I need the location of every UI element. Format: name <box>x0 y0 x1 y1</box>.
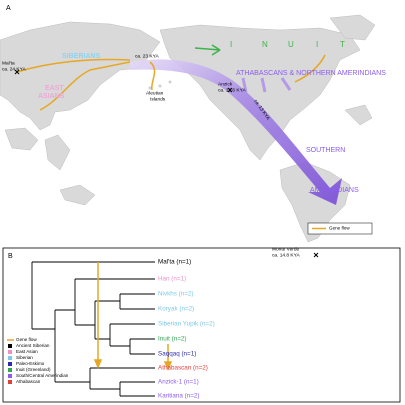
legend-label: Siberian <box>16 355 33 360</box>
panel-label: A <box>6 5 11 12</box>
anzick-date: ca. 12.6 KYA <box>218 87 246 93</box>
leaf-label: Koryak (n=2) <box>158 306 194 313</box>
legend-label: Gene flow <box>329 226 350 231</box>
east-asians-label: ASIANS <box>38 93 65 100</box>
leaf-label: Han (n=1) <box>158 276 186 283</box>
athabascans-label: ATHABASCANS & NORTHERN AMERINDIANS <box>236 70 386 77</box>
east-asians-label: EAST <box>45 85 64 92</box>
migration-arrow <box>130 59 342 205</box>
gene-flow-arrows <box>93 262 173 371</box>
siberians-label: SIBERIANS <box>62 53 100 60</box>
gene-flow-lines <box>16 54 326 111</box>
leaf-label: Karitiana (n=2) <box>158 393 199 400</box>
monte-verde-date: ca. 14.8 KYA <box>272 252 300 258</box>
tree <box>31 261 155 397</box>
panel-label: B <box>8 253 13 260</box>
inuit-letter: T <box>340 40 345 49</box>
panel-b-frame <box>2 247 401 403</box>
aleutian-label: Islands <box>150 96 166 102</box>
southern-label: AMERINDIANS <box>310 187 359 194</box>
aleutian-label: Aleutian <box>146 90 164 96</box>
legend-label: Athabascan <box>16 379 41 384</box>
leaf-label: Anzick-1 (n=1) <box>158 379 199 386</box>
inuit-letter: I <box>316 40 318 49</box>
legend-label: East Asian <box>16 349 38 354</box>
leaf-label: Siberian Yupik (n=2) <box>158 321 215 328</box>
leaf-label: Nivkhs (n=2) <box>158 291 194 298</box>
leaf-label: Athabascan (n=2) <box>158 365 208 372</box>
anzick-label: Anzick <box>218 81 233 87</box>
inuit-letter: N <box>262 40 268 49</box>
legend-label: Inuit (Greenland) <box>16 367 51 372</box>
beringia-date: ca. 23 KYA <box>135 53 159 59</box>
inuit-letter: U <box>288 40 294 49</box>
map-legend <box>307 222 373 235</box>
leaf-label: Saqqaq (n=1) <box>158 351 196 358</box>
legend-label: South/Central Amerindian <box>16 373 69 378</box>
legend-label: Ancient Siberian <box>16 343 50 348</box>
tree-legend <box>7 339 14 384</box>
legend-label: Paleo-Eskimo <box>16 361 45 366</box>
inuit-letter: I <box>230 40 232 49</box>
map-land <box>0 14 376 243</box>
malta-date: ca. 24 KYA <box>2 66 26 72</box>
leaf-label: Inuit (n=2) <box>158 336 187 343</box>
malta-label: Mal'ta <box>2 60 15 66</box>
legend-label: Gene flow <box>16 337 37 342</box>
dispersal-arrows <box>241 77 292 93</box>
leaf-label: Mal'ta (n=1) <box>158 259 191 266</box>
site-markers <box>14 69 319 258</box>
monte-verde-label: Monte Verde <box>272 246 300 252</box>
inuit-arrow <box>194 44 221 56</box>
southern-label: SOUTHERN <box>306 147 345 154</box>
